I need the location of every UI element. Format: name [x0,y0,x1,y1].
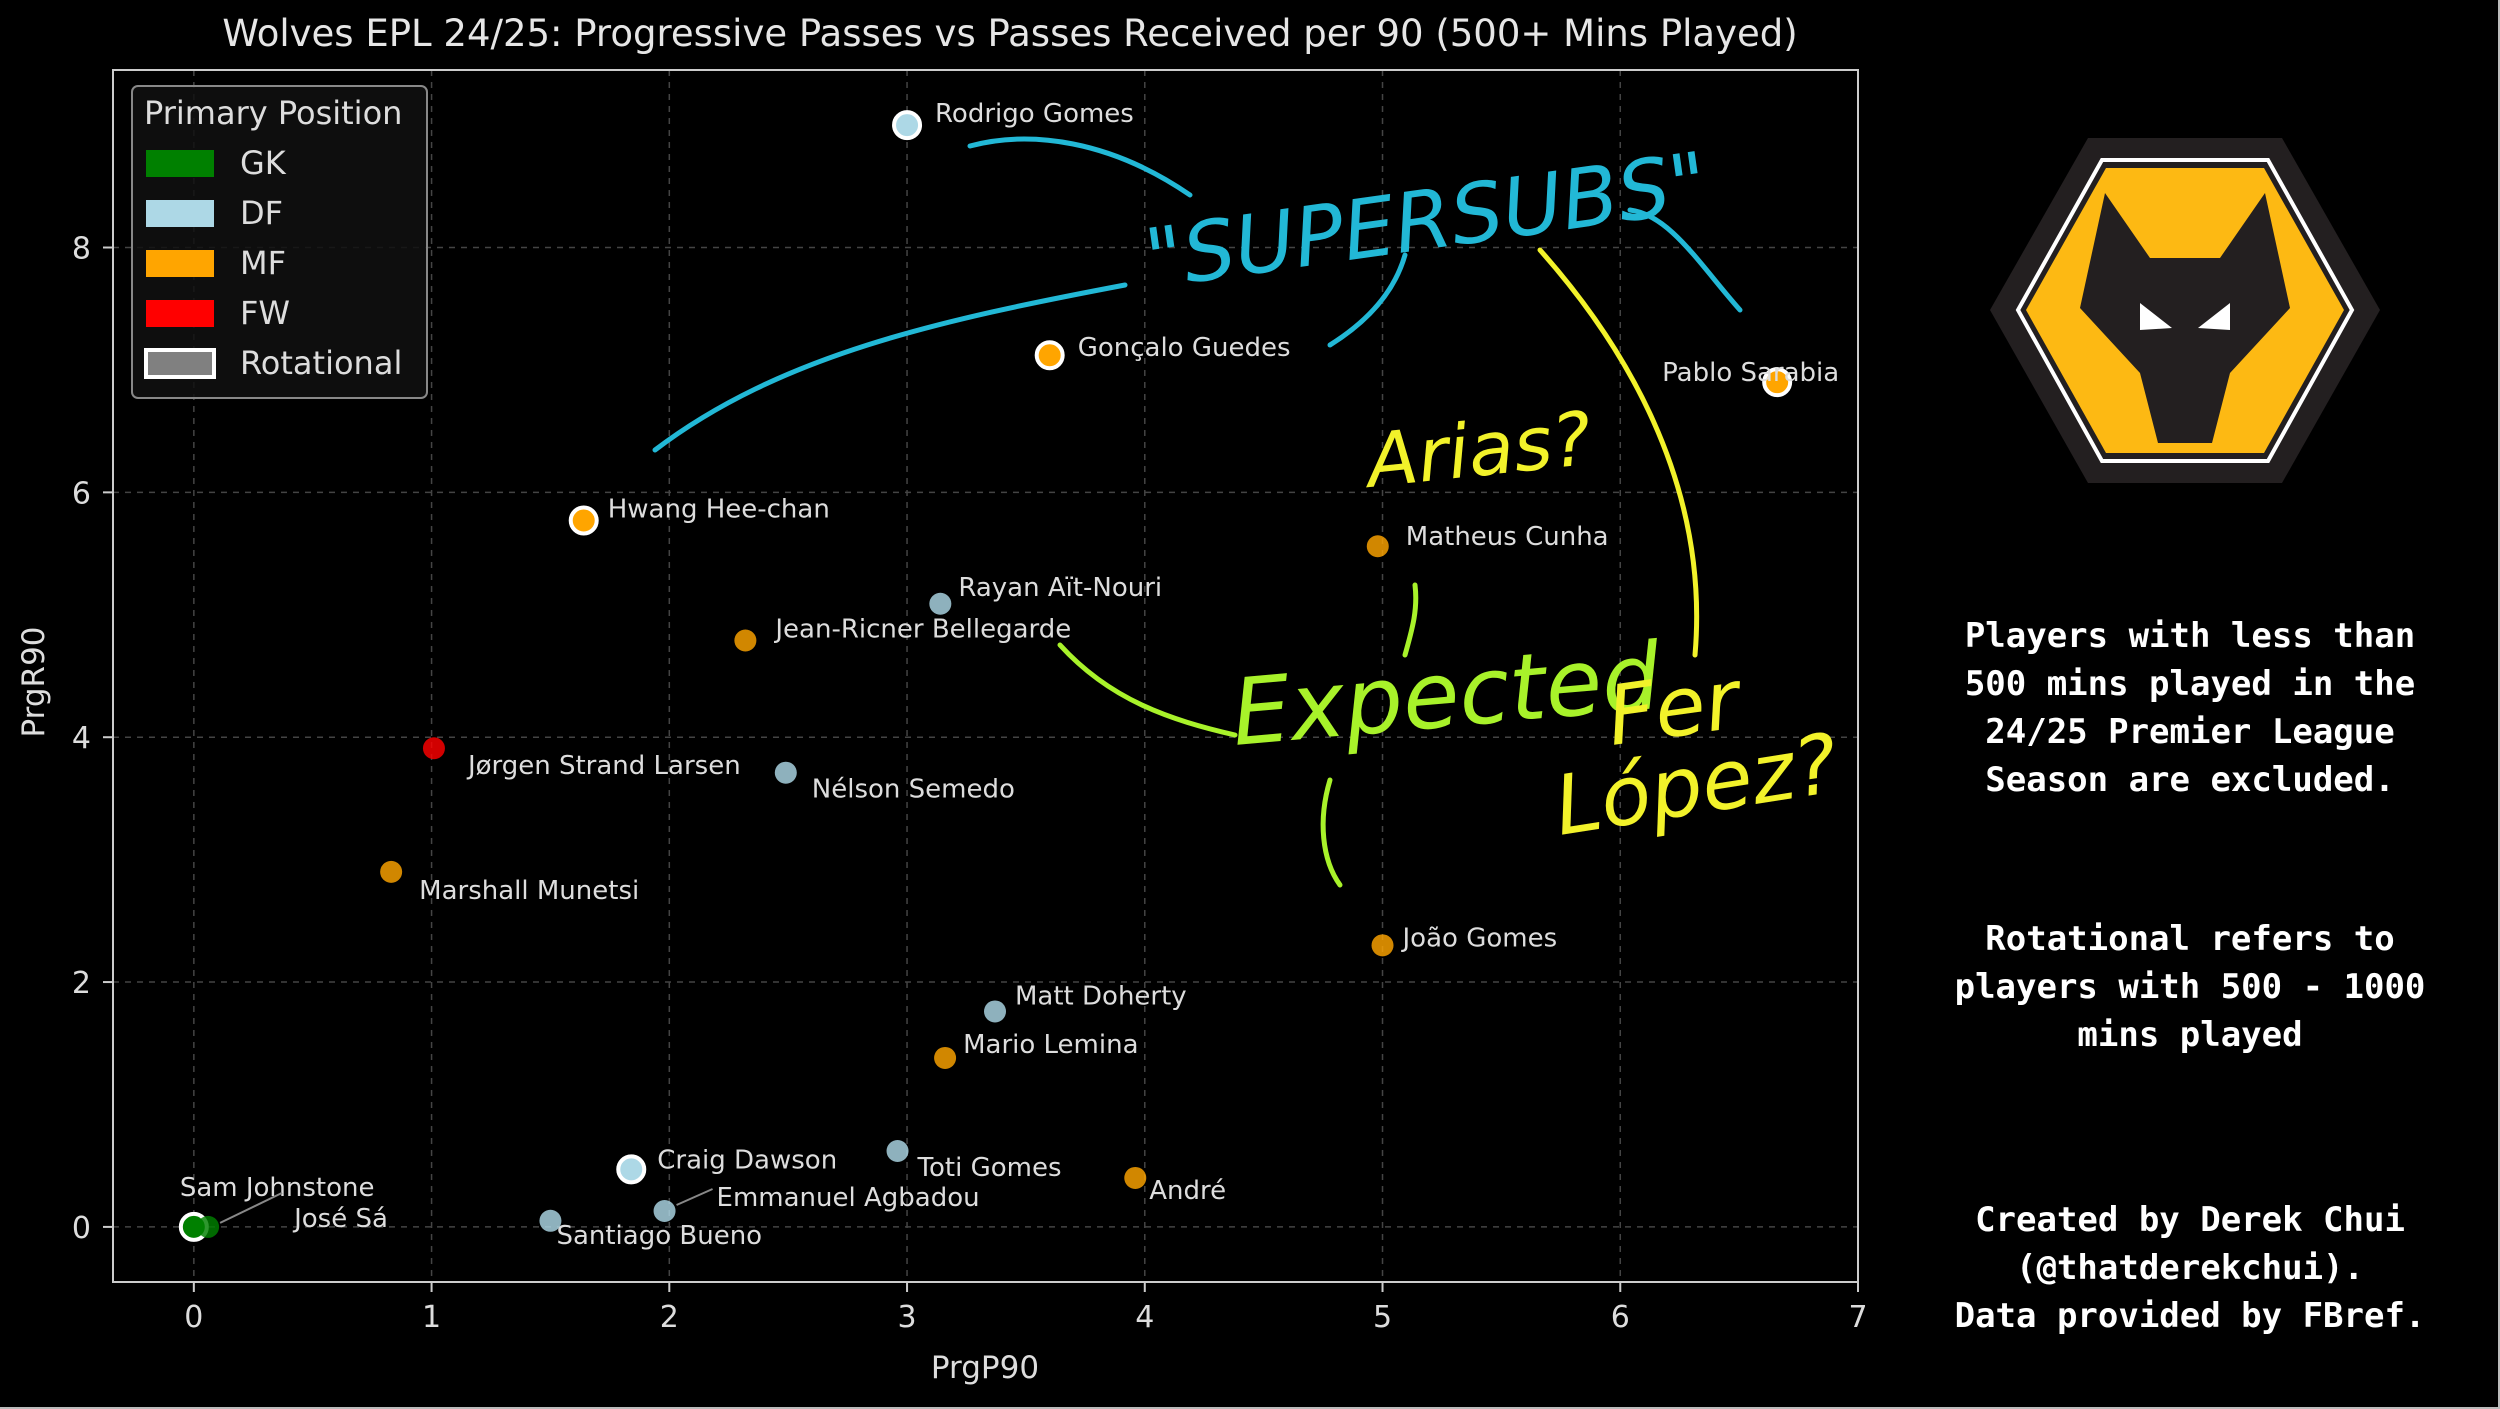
crest-ring [2015,158,2355,463]
point-label: Pablo Sarabia [1662,358,1839,388]
legend-swatch [146,200,214,227]
legend-label: GK [240,144,287,182]
data-points [178,110,1793,1242]
annotation-stroke [1402,582,1419,658]
x-tick-label: 4 [1135,1300,1154,1335]
x-tick-label: 6 [1611,1300,1630,1335]
point-label: Toti Gomes [917,1153,1062,1183]
x-tick-label: 3 [897,1300,916,1335]
data-point [1762,367,1793,398]
data-point [984,1000,1007,1023]
point-label: Rodrigo Gomes [935,99,1134,129]
wolf-right-eye-icon [2198,303,2230,330]
y-axis-label: PrgR90 [16,626,52,737]
legend-label: Rotational [240,344,402,382]
legend-title: Primary Position [144,94,402,132]
y-tick-label: 6 [72,476,91,511]
legend-label: MF [240,244,286,282]
agbadou-leader-line [676,1188,713,1206]
plot-frame [112,69,1859,1283]
point-label: Matt Doherty [1015,981,1187,1011]
annotation-text: Fer [1602,652,1750,765]
data-point [934,1046,957,1069]
legend-swatch [146,150,214,177]
chart-title: Wolves EPL 24/25: Progressive Passes vs … [222,12,1797,55]
annotation-stroke [1057,642,1238,738]
data-point [1034,340,1065,371]
point-label: Matheus Cunha [1406,522,1609,552]
data-point [616,1154,647,1185]
x-tick-label: 5 [1373,1300,1392,1335]
data-point [1371,934,1394,957]
data-point [892,110,923,141]
legend: Primary Position GK DF MF FW Rotational [131,85,428,399]
data-point [380,860,403,883]
point-label: Mario Lemina [963,1030,1138,1060]
sa-leader-line [219,1192,283,1224]
rotational-note: Rotational refers to players with 500 - … [1954,919,2426,1055]
legend-swatch [144,348,216,379]
annotation-stroke [1537,247,1700,658]
annotation-stroke [967,136,1193,198]
legend-label: DF [240,194,283,232]
annotation-text: Expected [1228,623,1666,767]
legend-swatch [146,300,214,327]
point-label: Sam Johnstone [180,1173,375,1203]
data-point [929,592,952,615]
point-label: André [1149,1176,1226,1206]
x-tick-label: 1 [422,1300,441,1335]
data-point [734,629,757,652]
x-axis-label: PrgP90 [931,1350,1039,1386]
x-tick-label: 2 [660,1300,679,1335]
data-point [568,505,599,536]
axis-ticks: 0 1 2 3 4 5 6 7 0 2 4 6 8 [72,232,1868,1335]
data-point [886,1140,909,1163]
point-label: Marshall Munetsi [419,876,639,906]
wolf-left-eye-icon [2140,303,2172,330]
data-point [653,1199,676,1222]
data-point [422,737,445,760]
data-point [1366,535,1389,558]
x-tick-label: 0 [184,1300,203,1335]
point-label: Jørgen Strand Larsen [466,751,741,781]
annotation-text: Arias? [1359,396,1596,505]
x-tick-label: 7 [1848,1300,1867,1335]
exclusion-note: Players with less than 500 mins played i… [1964,616,2416,800]
point-label: Jean-Ricner Bellegarde [773,614,1071,644]
point-label: Craig Dawson [657,1145,837,1175]
point-label: Gonçalo Guedes [1078,333,1291,363]
point-label: José Sá [292,1204,388,1234]
data-point [539,1209,562,1232]
point-label: João Gomes [1401,923,1558,953]
y-tick-label: 2 [72,966,91,1001]
y-tick-label: 4 [72,721,91,756]
annotation-stroke [652,282,1128,453]
annotation-stroke [1627,207,1743,313]
annotation-strokes [652,136,1743,888]
wolves-crest-logo [1990,138,2380,483]
annotation-stroke [1320,777,1343,888]
point-label: Nélson Semedo [812,775,1015,805]
annotation-text: "SUPERSUBS" [1140,135,1714,308]
y-tick-label: 0 [72,1211,91,1246]
credit-note: Created by Derek Chui (@thatderekchui). … [1954,1200,2426,1336]
legend-swatch [146,250,214,277]
point-label: Rayan Aït-Nouri [958,573,1162,603]
data-point [1124,1166,1147,1189]
y-tick-label: 8 [72,232,91,267]
point-label: Hwang Hee-chan [608,495,830,525]
wolf-head-icon [2080,193,2290,443]
point-labels: Rodrigo Gomes Gonçalo Guedes Pablo Sarabia… [180,99,1839,1251]
legend-label: FW [240,294,290,332]
annotation-stroke [1327,252,1408,348]
data-point [774,761,797,784]
point-label: Emmanuel Agbadou [717,1183,980,1213]
point-label: Santiago Bueno [556,1221,762,1251]
data-point [197,1215,220,1238]
